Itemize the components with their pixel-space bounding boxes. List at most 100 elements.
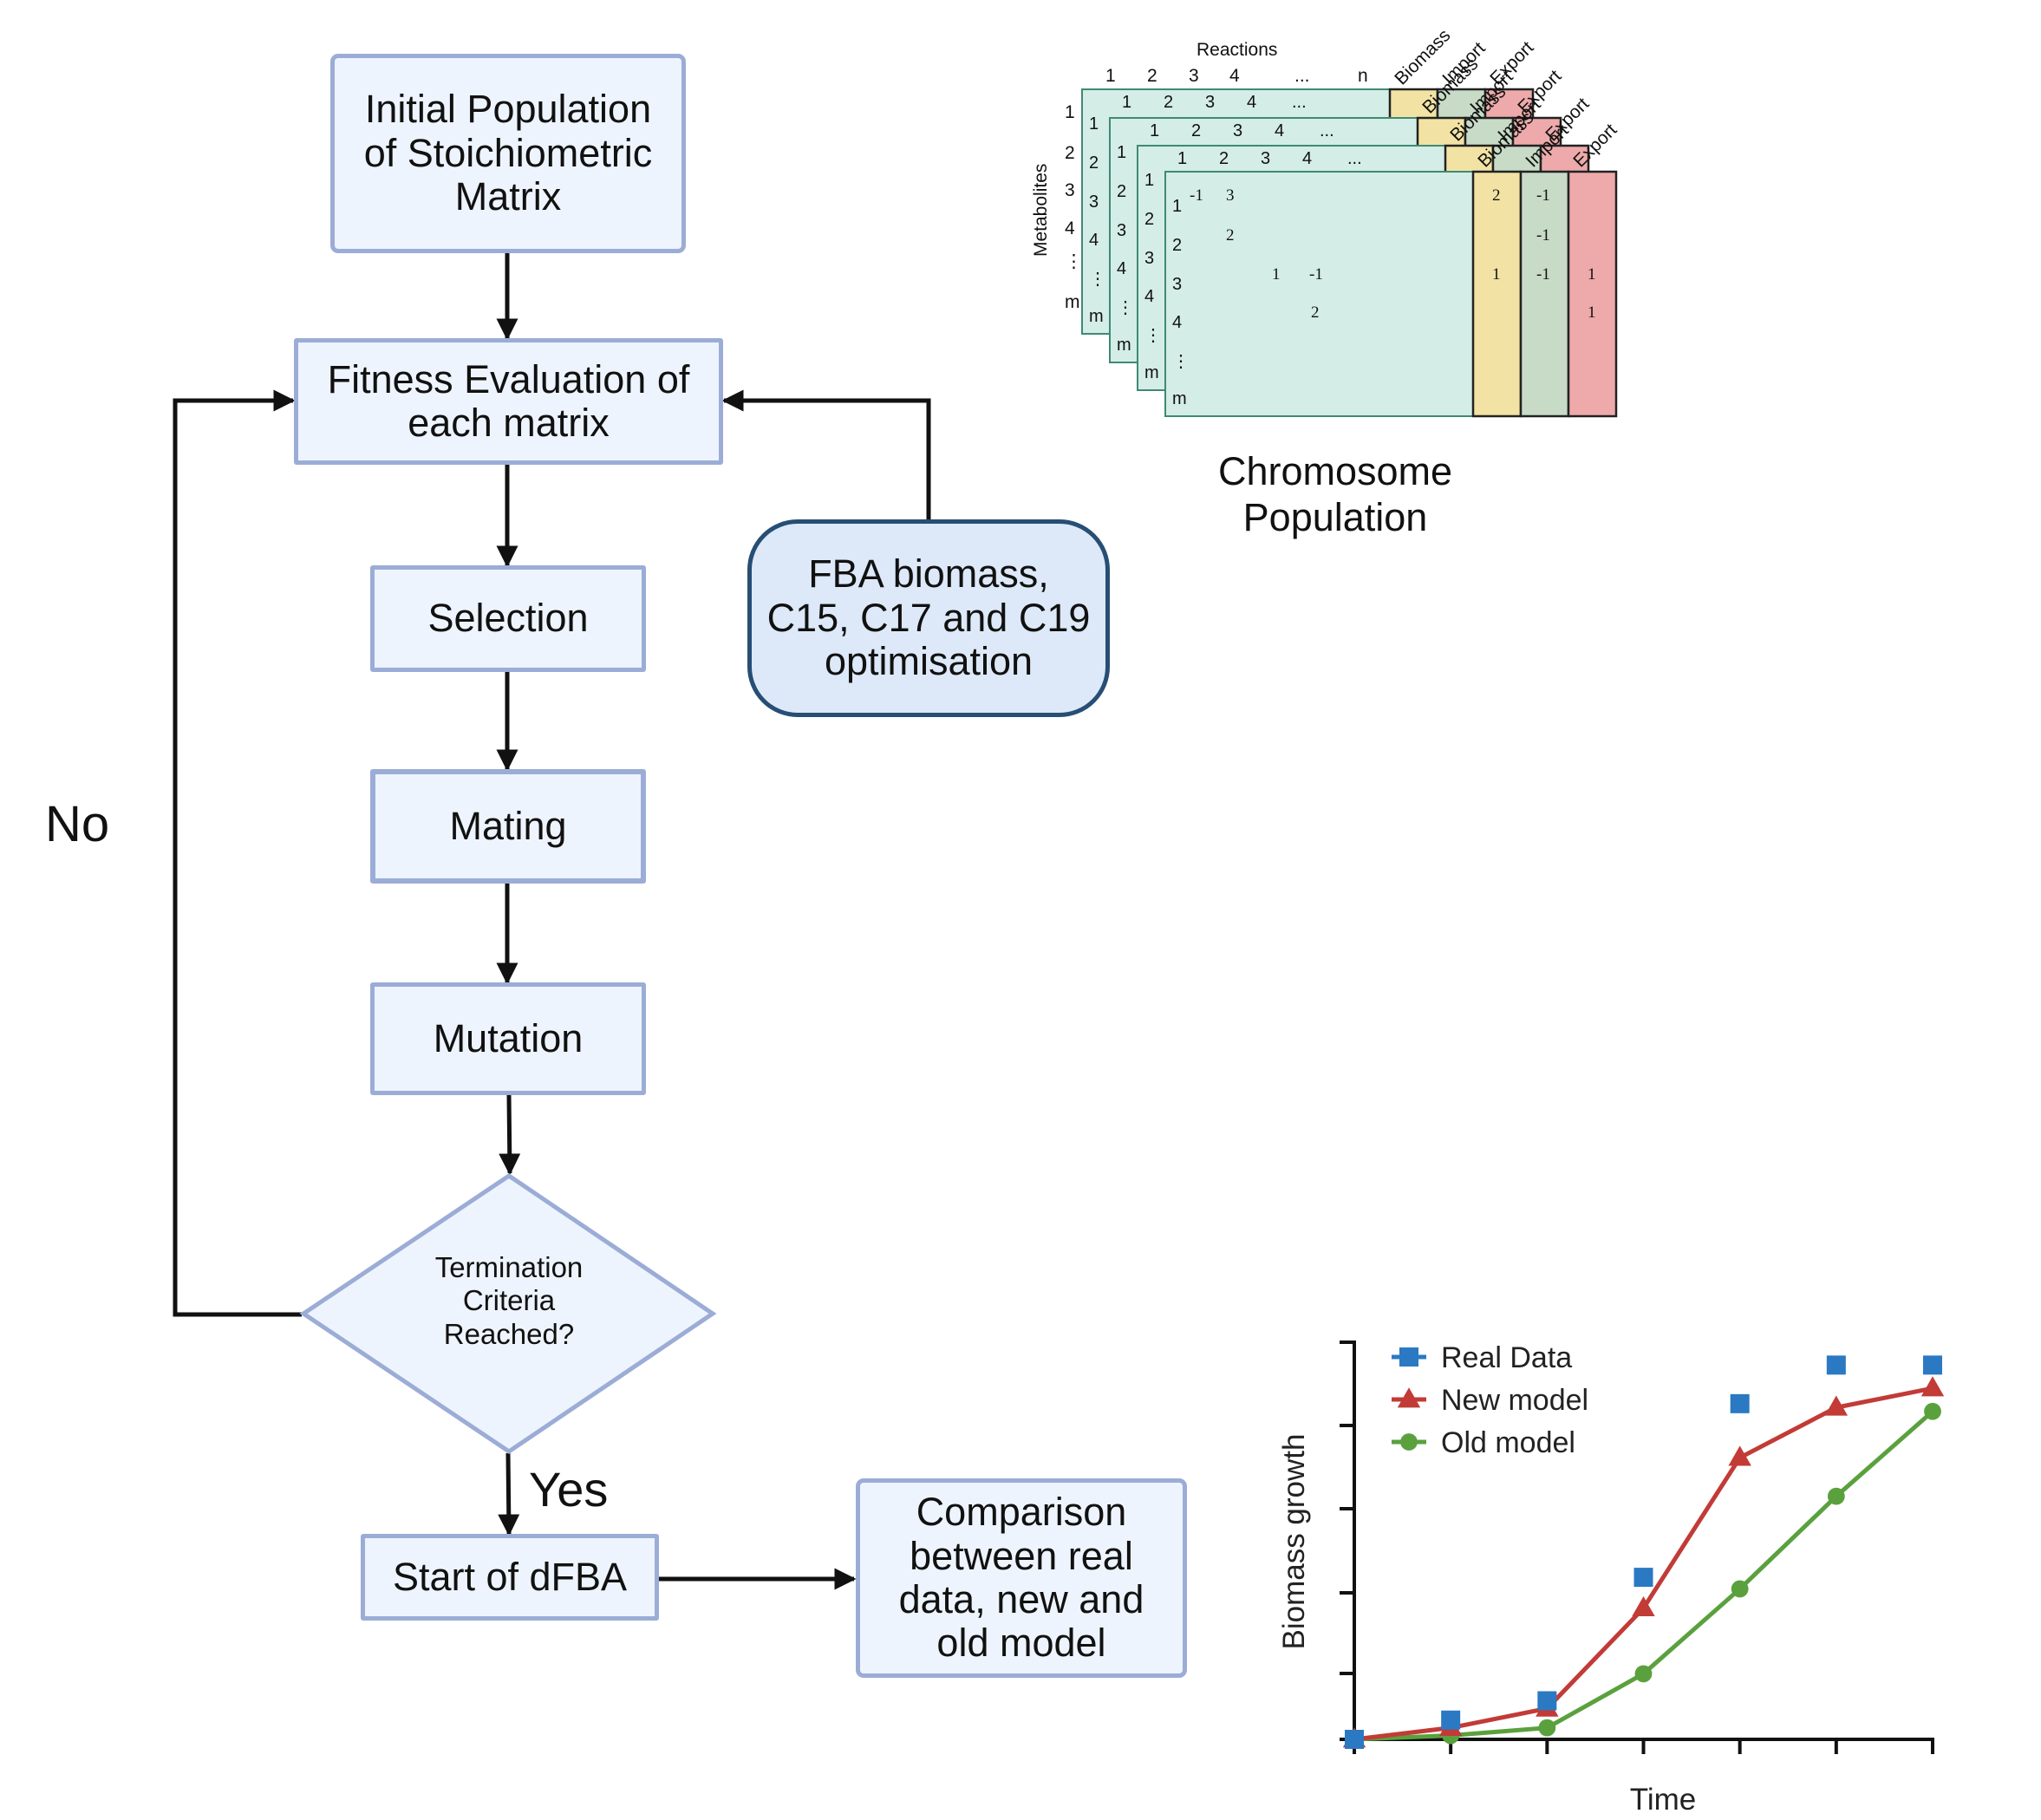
outer-row-number: 1: [1065, 102, 1075, 122]
column-number: 4: [1275, 121, 1284, 140]
legend-item: New model: [1392, 1384, 1588, 1417]
import-value: -1: [1536, 186, 1550, 205]
selection-box: Selection: [370, 565, 646, 672]
row-number: 1: [1089, 114, 1099, 134]
column-number: 3: [1261, 149, 1270, 168]
outer-column-number: 1: [1105, 66, 1116, 86]
matrix-entry: -1: [1190, 186, 1203, 205]
arrow-termination-to-dfba: [498, 1452, 520, 1536]
legend-marker: [1400, 1433, 1418, 1451]
row-number: 3: [1117, 221, 1126, 240]
column-number: 3: [1233, 121, 1242, 140]
column-number: 1: [1122, 93, 1131, 112]
outer-row-number: 4: [1065, 219, 1075, 238]
row-number: ⋮: [1117, 298, 1134, 317]
import-column: [1519, 170, 1570, 418]
export-value: 1: [1588, 265, 1596, 284]
row-number: 2: [1089, 153, 1099, 173]
row-number: ⋮: [1144, 326, 1162, 345]
data-point: [1920, 1376, 1945, 1397]
row-number: 4: [1089, 231, 1099, 250]
mutation-box: Mutation: [370, 982, 646, 1095]
biomass-value: 2: [1492, 186, 1501, 205]
data-point: [1538, 1719, 1556, 1737]
no-label: No: [45, 796, 110, 852]
data-point: [1632, 1595, 1655, 1617]
legend-marker: [1399, 1347, 1418, 1367]
row-number: 4: [1117, 259, 1126, 278]
outer-column-number: n: [1358, 66, 1368, 86]
start-dfba-box: Start of dFBA: [361, 1534, 659, 1621]
x-axis-label: Time: [1630, 1783, 1696, 1817]
chromosome-population-caption: Chromosome Population: [1217, 449, 1453, 539]
data-point: [1923, 1355, 1942, 1375]
outer-row-number: 3: [1065, 180, 1075, 200]
termination-diamond: [299, 1172, 717, 1455]
biomass-value: 1: [1492, 265, 1501, 284]
metabolites-label: Metabolites: [1031, 164, 1051, 257]
row-number: 3: [1089, 192, 1099, 212]
row-number: m: [1089, 307, 1104, 326]
data-point: [1345, 1730, 1364, 1749]
row-number: 1: [1144, 171, 1154, 190]
series-real-data: [1345, 1355, 1942, 1749]
data-point: [1634, 1665, 1653, 1683]
comparison-box: Comparison between real data, new and ol…: [856, 1478, 1187, 1678]
matrix-entry: 2: [1226, 226, 1235, 245]
legend-label: New model: [1441, 1384, 1588, 1417]
column-number: ...: [1292, 93, 1307, 112]
row-number: m: [1172, 389, 1187, 408]
series-new-model: [1342, 1376, 1945, 1748]
row-number: m: [1117, 336, 1131, 355]
matrix-entry: 3: [1226, 186, 1235, 205]
column-number: 2: [1164, 93, 1173, 112]
legend-item: Real Data: [1392, 1341, 1572, 1374]
row-number: 1: [1172, 197, 1182, 216]
column-number: 1: [1150, 121, 1159, 140]
row-number: 2: [1144, 210, 1154, 229]
arrow-fba-to-fitness: [721, 389, 931, 519]
data-point: [1827, 1487, 1845, 1505]
matrix-body: [1164, 171, 1474, 417]
initial-population-box: Initial Population of Stoichiometric Mat…: [330, 54, 686, 253]
import-value: -1: [1536, 226, 1550, 245]
biomass-chart: Time Biomass growth Real Data New model Old …: [1277, 1341, 1945, 1817]
fba-optimisation-box: FBA biomass, C15, C17 and C19 optimisati…: [747, 519, 1110, 717]
matrix-entry: 2: [1311, 303, 1320, 322]
outer-row-number: ⋮: [1065, 251, 1083, 271]
legend: Real Data New model Old model: [1392, 1341, 1588, 1459]
matrix-entry: -1: [1309, 265, 1323, 284]
data-point: [1441, 1710, 1461, 1730]
row-number: m: [1144, 363, 1159, 382]
outer-row-number: 2: [1065, 143, 1075, 163]
outer-row-number: m: [1065, 292, 1080, 312]
row-number: ⋮: [1089, 270, 1106, 289]
column-number: 4: [1302, 149, 1312, 168]
data-point: [1824, 1395, 1849, 1416]
column-number: 4: [1247, 93, 1256, 112]
row-number: 4: [1144, 287, 1154, 306]
data-point: [1633, 1568, 1653, 1588]
outer-column-number: 3: [1189, 66, 1199, 86]
legend-marker: [1397, 1387, 1421, 1408]
row-number: 3: [1144, 249, 1154, 268]
matrix-entry: 1: [1272, 265, 1281, 284]
legend-label: Real Data: [1441, 1341, 1572, 1374]
data-point: [1924, 1402, 1941, 1420]
column-number: ...: [1347, 149, 1362, 168]
arrow-no-loop: [173, 389, 302, 1317]
outer-column-number: ...: [1294, 66, 1310, 86]
column-number: 2: [1219, 149, 1229, 168]
column-number: 1: [1177, 149, 1187, 168]
export-column: [1567, 170, 1618, 418]
termination-criteria-label: Termination Criteria Reached?: [434, 1251, 584, 1350]
yes-label: Yes: [529, 1462, 609, 1517]
reactions-label: Reactions: [1197, 40, 1277, 60]
legend-item: Old model: [1392, 1426, 1575, 1459]
row-number: 2: [1117, 182, 1126, 201]
data-point: [1537, 1691, 1557, 1711]
column-number: 2: [1191, 121, 1201, 140]
